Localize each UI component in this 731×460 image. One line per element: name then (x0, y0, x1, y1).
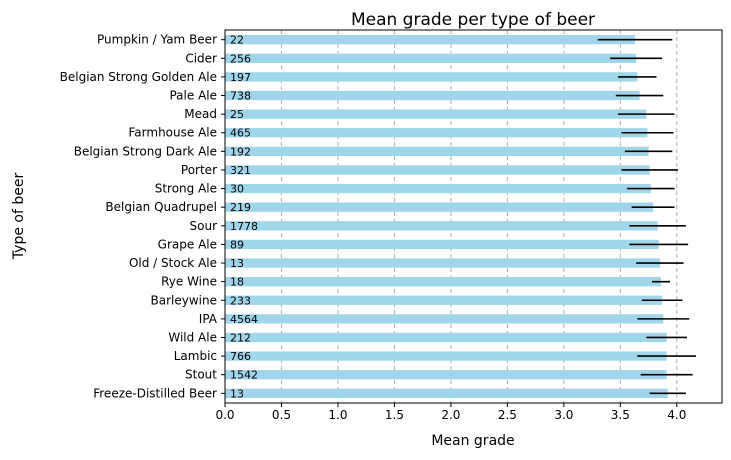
error-bars (597, 38, 697, 395)
bar (225, 351, 667, 361)
count-label: 766 (230, 350, 251, 363)
y-tick-label: Cider (185, 51, 217, 65)
bar (225, 202, 654, 212)
count-label: 219 (230, 201, 251, 214)
count-label: 18 (230, 276, 244, 289)
count-label: 738 (230, 90, 251, 103)
count-label: 89 (230, 238, 244, 251)
x-tick-label: 3.0 (554, 408, 573, 422)
bar (225, 221, 658, 231)
bar (225, 258, 660, 268)
count-label: 197 (230, 71, 251, 84)
bar (225, 53, 637, 63)
x-tick-label: 0.5 (272, 408, 291, 422)
y-tick-label: Wild Ale (168, 330, 217, 344)
y-tick-label: Farmhouse Ale (129, 126, 218, 140)
bars (225, 35, 668, 398)
count-label: 465 (230, 127, 251, 140)
count-label: 4564 (230, 313, 258, 326)
y-tick-label: Grape Ale (158, 237, 217, 251)
y-tick-label: Pumpkin / Yam Beer (97, 33, 217, 47)
bar (225, 239, 659, 250)
count-labels: 22 256 197 738 25 465 192 321 30 219 1778 89 13 18 233… (230, 34, 258, 401)
y-tick-label: Lambic (174, 349, 217, 363)
x-tick-label: 1.0 (328, 408, 347, 422)
count-label: 212 (230, 331, 251, 344)
bar (225, 146, 649, 157)
bar (225, 295, 663, 305)
count-label: 256 (230, 52, 251, 65)
x-tick-label: 3.5 (611, 408, 630, 422)
y-tick-label: Porter (181, 163, 217, 177)
bar (225, 276, 662, 287)
x-tick-label: 2.0 (441, 408, 460, 422)
plot-frame (224, 29, 723, 404)
x-axis: 0.0 0.5 1.0 1.5 2.0 2.5 3.0 3.5 4.0 (215, 403, 686, 422)
bar (225, 332, 667, 343)
bar (225, 35, 636, 45)
count-label: 30 (230, 183, 244, 196)
bar (225, 90, 640, 101)
count-label: 22 (230, 34, 244, 47)
y-tick-label: Stout (185, 368, 217, 382)
grid-lines (224, 30, 678, 403)
count-label: 13 (230, 387, 244, 400)
bar (225, 314, 664, 324)
y-tick-label: Sour (190, 219, 218, 233)
count-label: 1778 (230, 220, 258, 233)
x-tick-label: 1.5 (385, 408, 404, 422)
x-axis-label: Mean grade (431, 433, 514, 449)
count-label: 1542 (230, 369, 258, 382)
x-tick-label: 2.5 (498, 408, 517, 422)
count-label: 321 (230, 164, 251, 177)
y-tick-label: Mead (184, 107, 217, 121)
y-tick-label: Strong Ale (155, 182, 217, 196)
y-tick-label: Rye Wine (161, 275, 217, 289)
bar (225, 183, 651, 194)
y-tick-label: Freeze-Distilled Beer (93, 386, 217, 400)
y-tick-label: Belgian Quadrupel (105, 200, 217, 214)
count-label: 192 (230, 145, 251, 158)
y-tick-label: Belgian Strong Golden Ale (60, 70, 217, 84)
y-axis-label: Type of beer (11, 173, 27, 261)
bar (225, 72, 638, 82)
bar (225, 165, 650, 175)
y-tick-label: IPA (199, 312, 218, 326)
y-tick-label: Old / Stock Ale (129, 256, 217, 270)
x-tick-label: 0.0 (215, 408, 234, 422)
bar (225, 388, 668, 398)
y-tick-label: Belgian Strong Dark Ale (74, 144, 217, 158)
x-tick-label: 4.0 (667, 408, 686, 422)
bar (225, 370, 667, 380)
count-label: 25 (230, 108, 244, 121)
bar (225, 109, 647, 119)
bar (225, 128, 648, 138)
y-axis: Pumpkin / Yam Beer Cider Belgian Strong Go… (60, 33, 225, 400)
chart-title: Mean grade per type of beer (351, 10, 595, 30)
y-tick-label: Pale Ale (169, 89, 217, 103)
y-tick-label: Barleywine (151, 293, 217, 307)
count-label: 13 (230, 257, 244, 270)
count-label: 233 (230, 294, 251, 307)
